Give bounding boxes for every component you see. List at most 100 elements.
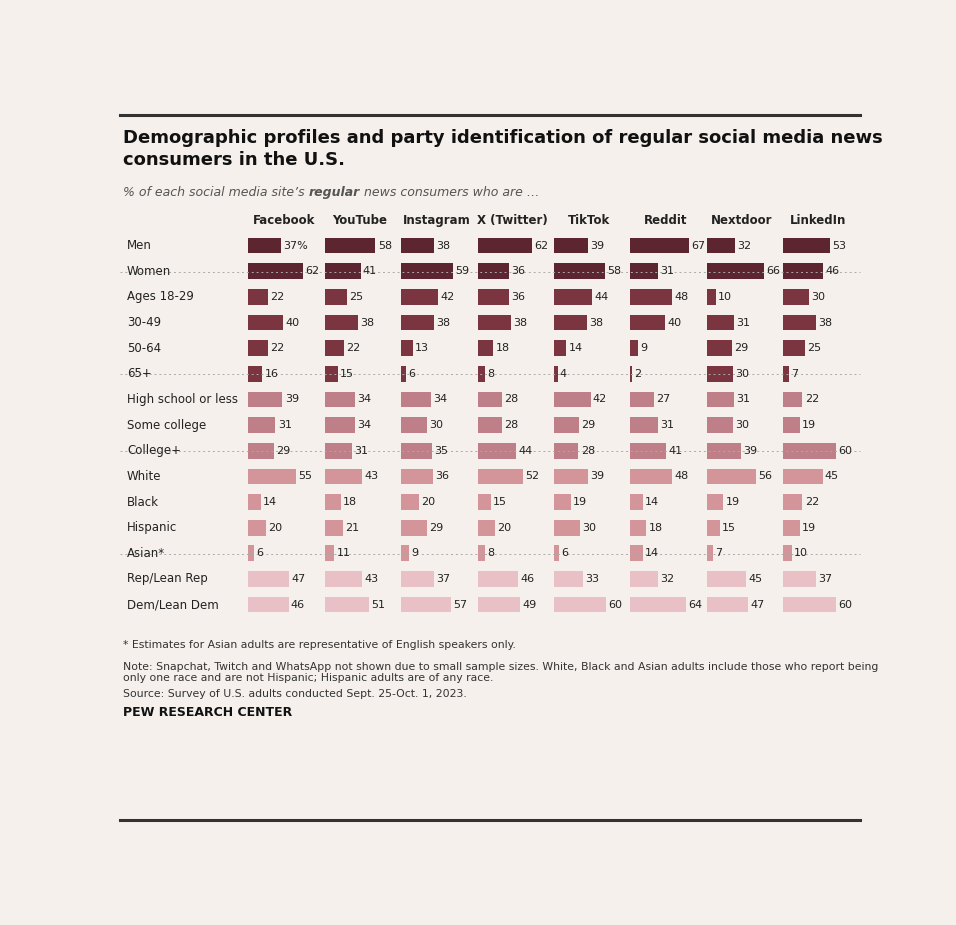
Bar — [325, 520, 343, 536]
Bar — [402, 546, 409, 561]
Text: 2: 2 — [635, 369, 641, 379]
Bar — [478, 469, 523, 484]
Bar — [630, 571, 659, 586]
Text: Some college: Some college — [127, 419, 206, 432]
Bar — [783, 238, 830, 253]
Text: Women: Women — [127, 265, 171, 277]
Text: 14: 14 — [263, 497, 277, 507]
Text: 28: 28 — [505, 394, 518, 404]
Bar — [478, 314, 511, 330]
Bar — [630, 417, 658, 433]
Bar — [630, 391, 654, 407]
Text: Instagram: Instagram — [402, 215, 470, 228]
Text: 30-49: 30-49 — [127, 316, 161, 329]
Text: 35: 35 — [434, 446, 448, 456]
Text: Nextdoor: Nextdoor — [711, 215, 772, 228]
Bar — [402, 469, 433, 484]
Bar — [249, 571, 290, 586]
Bar — [402, 366, 406, 382]
Bar — [554, 571, 583, 586]
Bar — [478, 289, 509, 304]
Text: 29: 29 — [429, 523, 443, 533]
Bar — [249, 597, 289, 612]
Bar — [249, 340, 268, 356]
Text: 64: 64 — [688, 599, 703, 610]
Bar — [783, 366, 790, 382]
Text: Note: Snapchat, Twitch and WhatsApp not shown due to small sample sizes. White, : Note: Snapchat, Twitch and WhatsApp not … — [123, 661, 879, 684]
Text: 48: 48 — [675, 292, 689, 302]
Text: Demographic profiles and party identification of regular social media news
consu: Demographic profiles and party identific… — [123, 129, 883, 169]
Text: 55: 55 — [298, 472, 313, 481]
Bar — [630, 520, 646, 536]
Text: 43: 43 — [364, 472, 379, 481]
Text: 22: 22 — [805, 497, 819, 507]
Text: 18: 18 — [495, 343, 510, 353]
Bar — [478, 546, 485, 561]
Text: 14: 14 — [569, 343, 582, 353]
Text: 48: 48 — [675, 472, 689, 481]
Text: 22: 22 — [346, 343, 360, 353]
Text: 22: 22 — [805, 394, 819, 404]
Text: Rep/Lean Rep: Rep/Lean Rep — [127, 573, 207, 586]
Text: 20: 20 — [497, 523, 511, 533]
Text: 46: 46 — [826, 266, 839, 277]
Text: X (Twitter): X (Twitter) — [477, 215, 548, 228]
Text: 38: 38 — [513, 317, 527, 327]
Bar — [706, 314, 734, 330]
Text: 51: 51 — [372, 599, 385, 610]
Bar — [554, 469, 588, 484]
Text: College+: College+ — [127, 444, 181, 457]
Bar — [783, 340, 805, 356]
Text: 29: 29 — [734, 343, 749, 353]
Bar — [554, 391, 591, 407]
Text: 42: 42 — [593, 394, 607, 404]
Bar — [706, 417, 733, 433]
Text: 44: 44 — [595, 292, 609, 302]
Bar — [478, 520, 495, 536]
Bar — [478, 417, 502, 433]
Bar — [706, 546, 713, 561]
Text: 25: 25 — [807, 343, 821, 353]
Text: 11: 11 — [337, 549, 351, 559]
Text: 52: 52 — [525, 472, 539, 481]
Bar — [554, 597, 606, 612]
Text: 10: 10 — [794, 549, 808, 559]
Bar — [630, 597, 686, 612]
Text: 34: 34 — [357, 420, 371, 430]
Bar — [402, 264, 453, 279]
Text: 14: 14 — [645, 497, 659, 507]
Bar — [706, 238, 735, 253]
Text: 57: 57 — [453, 599, 467, 610]
Text: 43: 43 — [364, 574, 379, 584]
Text: regular: regular — [309, 186, 360, 199]
Text: 30: 30 — [812, 292, 826, 302]
Bar — [706, 289, 716, 304]
Bar — [554, 546, 559, 561]
Text: 31: 31 — [277, 420, 292, 430]
Text: 40: 40 — [667, 317, 682, 327]
Bar — [478, 443, 516, 459]
Text: 33: 33 — [585, 574, 599, 584]
Text: 50-64: 50-64 — [127, 341, 161, 354]
Bar — [554, 366, 557, 382]
Text: Reddit: Reddit — [644, 215, 687, 228]
Text: 36: 36 — [435, 472, 449, 481]
Text: 22: 22 — [270, 343, 284, 353]
Bar — [630, 314, 665, 330]
Bar — [783, 314, 816, 330]
Text: 15: 15 — [722, 523, 736, 533]
Bar — [630, 238, 689, 253]
Bar — [478, 571, 518, 586]
Bar — [783, 520, 800, 536]
Text: 6: 6 — [408, 369, 416, 379]
Text: 47: 47 — [292, 574, 306, 584]
Text: 18: 18 — [343, 497, 357, 507]
Text: 7: 7 — [715, 549, 723, 559]
Bar — [783, 391, 802, 407]
Text: 39: 39 — [590, 240, 604, 251]
Text: 59: 59 — [455, 266, 469, 277]
Bar — [478, 238, 532, 253]
Text: 29: 29 — [581, 420, 596, 430]
Text: High school or less: High school or less — [127, 393, 238, 406]
Text: 44: 44 — [518, 446, 532, 456]
